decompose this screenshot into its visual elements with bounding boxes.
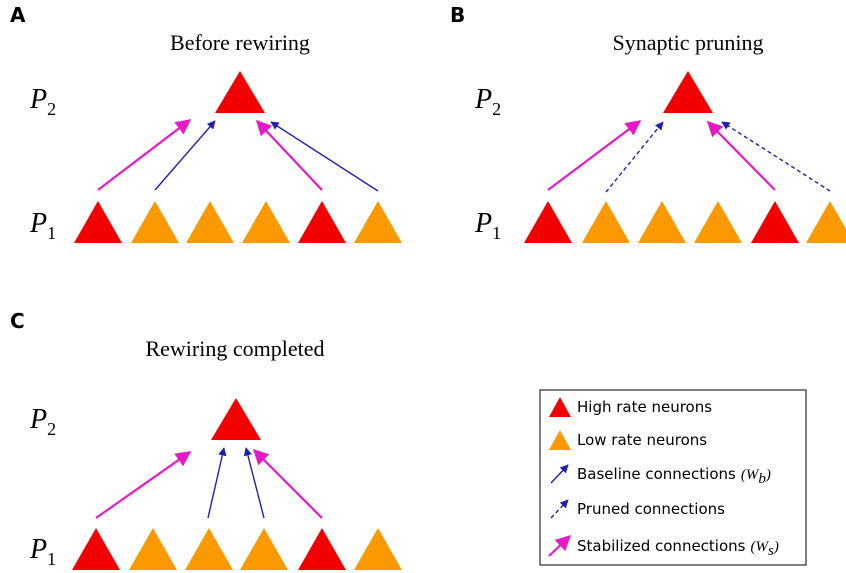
neuron	[549, 397, 571, 417]
population-label: P2	[29, 404, 56, 439]
panel-title: Synaptic pruning	[613, 30, 764, 55]
connection	[605, 121, 664, 193]
math-subscript: s	[768, 543, 774, 559]
panel-title: Rewiring completed	[145, 336, 324, 361]
symbol: P	[29, 534, 47, 565]
neuron	[211, 398, 261, 440]
connection	[154, 120, 216, 191]
legend-label: Stabilized connections (Ws)	[577, 537, 779, 559]
connection	[252, 448, 323, 519]
legend-text: Baseline connections	[577, 465, 736, 483]
neuron	[186, 201, 234, 243]
connection	[721, 121, 831, 192]
neuron	[74, 201, 122, 243]
connection	[255, 119, 323, 191]
neuron	[806, 201, 846, 243]
neuron	[298, 528, 346, 570]
connection	[547, 120, 642, 191]
panel-letter: B	[450, 3, 465, 27]
connection	[97, 119, 192, 191]
connection	[706, 120, 776, 191]
subscript: 1	[47, 223, 56, 243]
neuron	[298, 201, 346, 243]
population-label: P1	[29, 534, 56, 569]
math-subscript: b	[758, 471, 766, 487]
neuron	[185, 528, 233, 570]
math-open: (W	[750, 539, 769, 555]
neuron	[524, 201, 572, 243]
symbol: P	[29, 84, 47, 115]
panel-letter: C	[10, 309, 25, 333]
connection	[95, 451, 192, 519]
symbol: P	[474, 84, 492, 115]
neuron	[215, 71, 265, 113]
panel-letter: A	[10, 3, 26, 27]
subscript: 2	[47, 99, 56, 119]
neuron	[582, 201, 630, 243]
legend-text: Pruned connections	[577, 500, 725, 518]
neuron	[638, 201, 686, 243]
legend-text: Stabilized connections	[577, 537, 746, 555]
legend-box	[539, 389, 807, 566]
symbol: P	[474, 208, 492, 239]
symbol: P	[29, 404, 47, 435]
neuron	[751, 201, 799, 243]
neuron	[354, 528, 402, 570]
neuron	[694, 201, 742, 243]
connection	[550, 464, 569, 484]
neuron	[354, 201, 402, 243]
population-label: P1	[474, 208, 501, 243]
population-label: P2	[29, 84, 56, 119]
neuron	[240, 528, 288, 570]
legend-text: Low rate neurons	[577, 431, 707, 449]
population-label: P2	[474, 84, 501, 119]
legend-text: High rate neurons	[577, 398, 712, 416]
legend-label: Low rate neurons	[577, 431, 707, 449]
connection	[207, 447, 227, 519]
legend-label: Pruned connections	[577, 500, 725, 518]
neuron	[549, 430, 571, 450]
population-label: P1	[29, 208, 56, 243]
subscript: 1	[47, 549, 56, 569]
neuron	[72, 528, 120, 570]
symbol: P	[29, 208, 47, 239]
subscript: 2	[47, 419, 56, 439]
panel-title: Before rewiring	[170, 30, 310, 55]
subscript: 2	[492, 99, 501, 119]
neuron	[131, 201, 179, 243]
math-open: (W	[741, 467, 760, 483]
connection	[548, 534, 572, 557]
math-close: )	[773, 539, 779, 555]
legend-label: High rate neurons	[577, 398, 712, 416]
connection	[270, 121, 379, 192]
neuron	[242, 201, 290, 243]
legend-label: Baseline connections (Wb)	[577, 465, 771, 487]
subscript: 1	[492, 223, 501, 243]
neuron	[129, 528, 177, 570]
math-close: )	[765, 467, 771, 483]
connection	[243, 447, 265, 519]
neuron	[663, 71, 713, 113]
